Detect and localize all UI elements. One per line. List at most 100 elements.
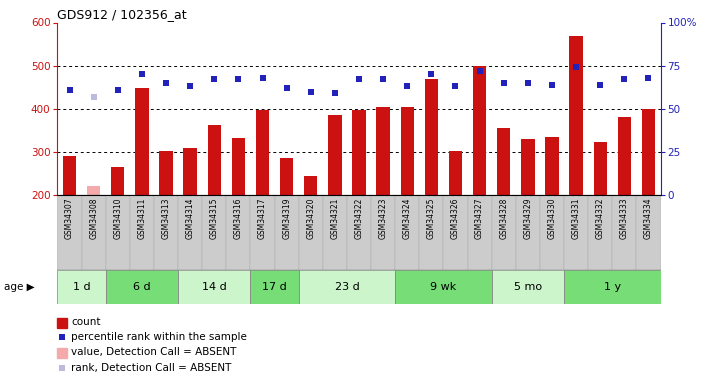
Bar xyxy=(106,195,130,270)
Text: GSM34319: GSM34319 xyxy=(282,197,291,239)
Bar xyxy=(106,270,178,304)
Text: GSM34317: GSM34317 xyxy=(258,197,267,239)
Bar xyxy=(444,195,467,270)
Text: GSM34311: GSM34311 xyxy=(137,197,146,238)
Bar xyxy=(154,195,178,270)
Bar xyxy=(280,158,293,195)
Text: GSM34326: GSM34326 xyxy=(451,197,460,239)
Bar xyxy=(274,195,299,270)
Bar xyxy=(202,195,226,270)
Text: 5 mo: 5 mo xyxy=(514,282,542,292)
Text: 6 d: 6 d xyxy=(133,282,151,292)
Text: GSM34327: GSM34327 xyxy=(475,197,484,239)
Bar xyxy=(178,195,202,270)
Bar xyxy=(492,195,516,270)
Bar xyxy=(371,195,395,270)
Bar xyxy=(642,109,655,195)
Bar xyxy=(636,195,661,270)
Text: GSM34307: GSM34307 xyxy=(65,197,74,239)
Bar xyxy=(111,167,124,195)
Bar xyxy=(540,195,564,270)
Bar xyxy=(516,195,540,270)
Bar xyxy=(521,139,534,195)
Bar xyxy=(256,110,269,195)
Text: GSM34329: GSM34329 xyxy=(523,197,532,239)
Text: GSM34314: GSM34314 xyxy=(186,197,195,239)
Bar xyxy=(178,270,251,304)
Bar xyxy=(87,186,101,195)
Text: GSM34334: GSM34334 xyxy=(644,197,653,239)
Text: 23 d: 23 d xyxy=(335,282,359,292)
Bar xyxy=(323,195,347,270)
Bar xyxy=(617,117,631,195)
Text: GSM34333: GSM34333 xyxy=(620,197,629,239)
Text: GSM34332: GSM34332 xyxy=(596,197,605,239)
Text: 14 d: 14 d xyxy=(202,282,227,292)
Text: GSM34322: GSM34322 xyxy=(355,197,363,238)
Bar xyxy=(395,270,492,304)
Text: count: count xyxy=(71,317,101,327)
Text: percentile rank within the sample: percentile rank within the sample xyxy=(71,332,247,342)
Bar xyxy=(159,151,172,195)
Bar xyxy=(304,177,317,195)
Bar xyxy=(299,270,395,304)
Bar xyxy=(178,270,251,304)
Text: 1 y: 1 y xyxy=(604,282,621,292)
Bar xyxy=(328,115,342,195)
Bar xyxy=(588,195,612,270)
Text: GDS912 / 102356_at: GDS912 / 102356_at xyxy=(57,8,187,21)
Bar xyxy=(467,195,492,270)
Bar xyxy=(226,195,251,270)
Text: GSM34331: GSM34331 xyxy=(572,197,581,239)
Bar xyxy=(251,195,274,270)
Bar xyxy=(395,195,419,270)
Bar xyxy=(497,128,510,195)
Text: 17 d: 17 d xyxy=(262,282,287,292)
Bar xyxy=(546,137,559,195)
Text: GSM34313: GSM34313 xyxy=(162,197,170,239)
Text: GSM34316: GSM34316 xyxy=(234,197,243,239)
Bar xyxy=(353,110,365,195)
Bar xyxy=(564,195,588,270)
Text: 1 d: 1 d xyxy=(73,282,90,292)
Bar xyxy=(569,36,583,195)
Bar xyxy=(473,66,486,195)
Bar xyxy=(251,270,299,304)
Bar xyxy=(347,195,371,270)
Bar xyxy=(299,270,395,304)
Bar xyxy=(57,270,106,304)
Text: GSM34323: GSM34323 xyxy=(378,197,388,239)
Bar xyxy=(251,270,299,304)
Bar xyxy=(82,195,106,270)
Bar xyxy=(299,195,323,270)
Bar xyxy=(208,125,221,195)
Bar xyxy=(232,138,245,195)
Text: GSM34315: GSM34315 xyxy=(210,197,219,239)
Text: rank, Detection Call = ABSENT: rank, Detection Call = ABSENT xyxy=(71,363,232,373)
Text: GSM34324: GSM34324 xyxy=(403,197,411,239)
Bar xyxy=(184,148,197,195)
Bar xyxy=(449,151,462,195)
Text: age ▶: age ▶ xyxy=(4,282,34,292)
Text: 9 wk: 9 wk xyxy=(430,282,457,292)
Bar xyxy=(425,80,438,195)
Bar xyxy=(57,348,67,358)
Bar xyxy=(492,270,564,304)
Bar xyxy=(401,108,414,195)
Bar xyxy=(376,108,390,195)
Bar xyxy=(63,156,76,195)
Bar xyxy=(106,270,178,304)
Bar xyxy=(594,142,607,195)
Bar xyxy=(564,270,661,304)
Bar xyxy=(564,270,661,304)
Bar xyxy=(57,195,82,270)
Text: GSM34310: GSM34310 xyxy=(113,197,122,239)
Bar xyxy=(419,195,444,270)
Text: GSM34320: GSM34320 xyxy=(307,197,315,239)
Bar xyxy=(57,318,67,328)
Text: GSM34328: GSM34328 xyxy=(499,197,508,238)
Bar xyxy=(492,270,564,304)
Bar xyxy=(130,195,154,270)
Bar xyxy=(57,270,106,304)
Bar xyxy=(612,195,636,270)
